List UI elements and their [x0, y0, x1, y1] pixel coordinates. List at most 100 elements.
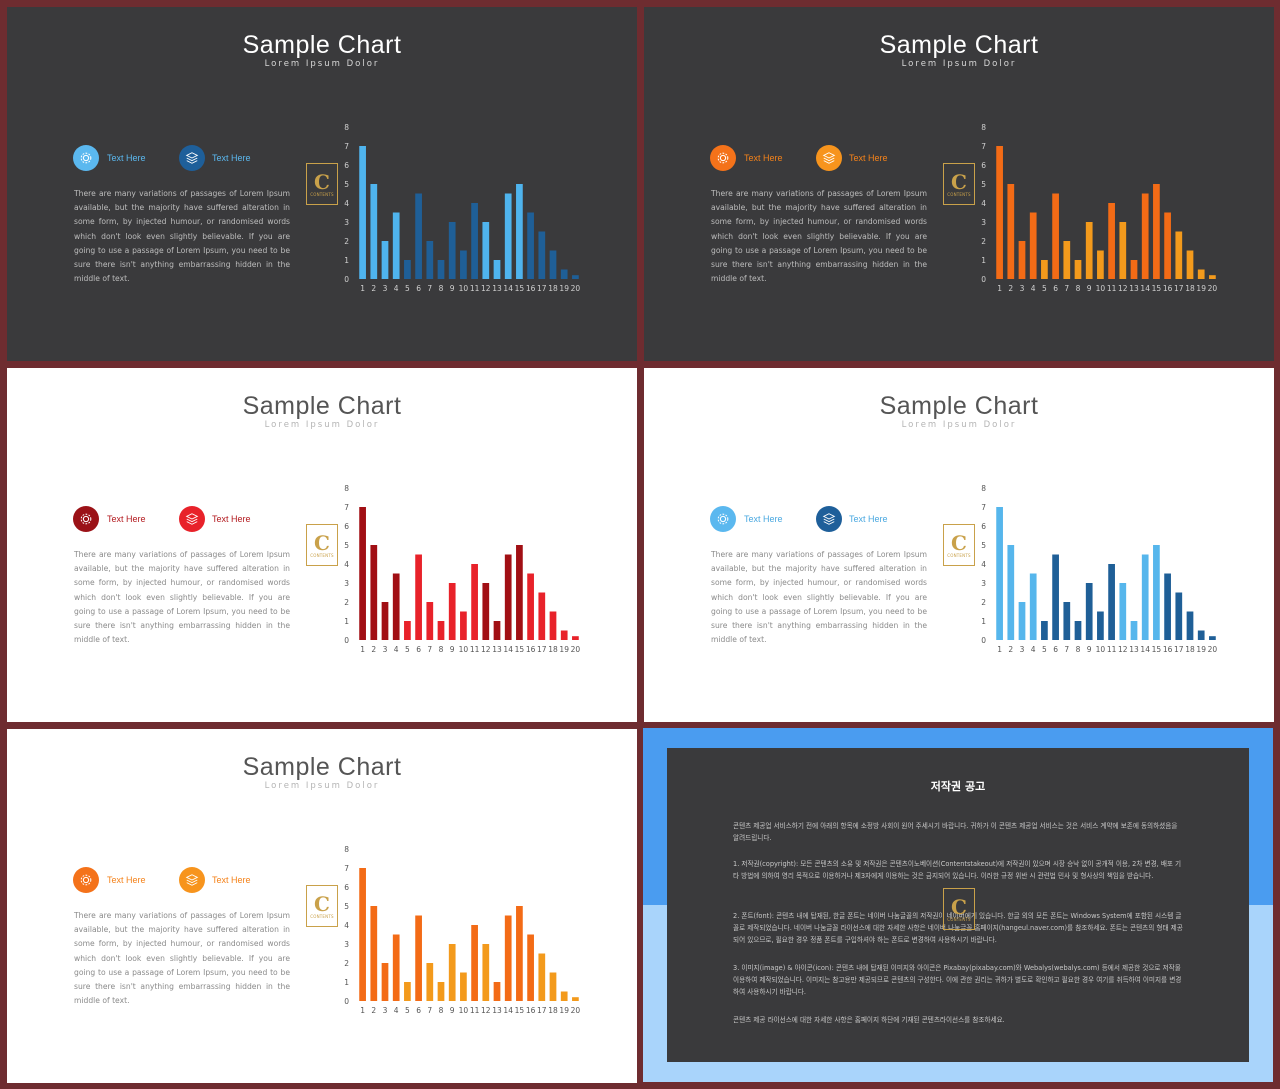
x-tick-label: 1 — [360, 645, 365, 654]
x-tick-label: 19 — [559, 1006, 569, 1015]
x-tick-label: 4 — [394, 1006, 399, 1015]
bar — [392, 573, 400, 640]
x-tick-label: 13 — [1129, 284, 1139, 293]
x-tick-label: 11 — [470, 1006, 480, 1015]
x-tick-label: 15 — [515, 645, 525, 654]
x-tick-label: 10 — [1096, 284, 1106, 293]
layers-button[interactable] — [179, 145, 205, 171]
y-tick-label: 6 — [981, 161, 986, 170]
y-tick-label: 8 — [981, 484, 986, 493]
bar — [392, 212, 400, 279]
y-tick-label: 8 — [981, 123, 986, 132]
x-tick-label: 11 — [470, 284, 480, 293]
layers-button[interactable] — [816, 506, 842, 532]
x-tick-label: 8 — [1076, 284, 1081, 293]
x-tick-label: 10 — [1096, 645, 1106, 654]
x-tick-label: 18 — [1185, 645, 1195, 654]
x-tick-label: 9 — [1087, 645, 1092, 654]
x-tick-label: 6 — [416, 645, 421, 654]
bar — [1130, 260, 1138, 279]
bar — [1085, 583, 1093, 640]
y-tick-label: 2 — [344, 237, 349, 246]
bar — [1063, 602, 1071, 640]
x-tick-label: 1 — [360, 284, 365, 293]
y-tick-label: 0 — [981, 275, 986, 284]
x-tick-label: 10 — [459, 645, 469, 654]
bar — [516, 184, 523, 279]
bar — [404, 260, 411, 279]
y-tick-label: 5 — [981, 541, 986, 550]
chart-subtitle: Lorem Ipsum Dolor — [264, 59, 380, 69]
bar — [426, 602, 434, 640]
y-tick-label: 3 — [344, 579, 349, 588]
bar — [381, 963, 389, 1001]
bar — [426, 963, 434, 1001]
layers-icon — [185, 152, 199, 164]
x-tick-label: 5 — [405, 1006, 410, 1015]
x-tick-label: 11 — [1107, 645, 1117, 654]
slide-light-blue: Sample Chart Lorem Ipsum Dolor Text Here… — [644, 368, 1274, 722]
icon-label-1: Text Here — [107, 153, 146, 163]
bar — [996, 146, 1003, 279]
y-tick-label: 2 — [981, 237, 986, 246]
x-tick-label: 2 — [1008, 645, 1013, 654]
chart-subtitle: Lorem Ipsum Dolor — [901, 420, 1017, 430]
x-tick-label: 11 — [470, 645, 480, 654]
x-tick-label: 15 — [1152, 284, 1162, 293]
bar — [1153, 184, 1160, 279]
icon-label-1: Text Here — [744, 153, 783, 163]
x-tick-label: 6 — [1053, 284, 1058, 293]
gear-button[interactable] — [73, 145, 99, 171]
y-tick-label: 4 — [981, 560, 986, 569]
layers-button[interactable] — [816, 145, 842, 171]
x-tick-label: 9 — [450, 1006, 455, 1015]
x-tick-label: 20 — [571, 645, 581, 654]
x-tick-label: 12 — [481, 1006, 491, 1015]
bar — [1063, 241, 1071, 279]
layers-button[interactable] — [179, 867, 205, 893]
notice-outro: 콘텐츠 제공 라이선스에 대한 자세한 사항은 홈페이지 하단에 기재된 콘텐츠… — [733, 1016, 1005, 1024]
gear-button[interactable] — [710, 145, 736, 171]
x-tick-label: 9 — [450, 284, 455, 293]
gear-button[interactable] — [710, 506, 736, 532]
gear-button[interactable] — [73, 867, 99, 893]
contents-logo: C CONTENTS — [943, 888, 975, 930]
bar — [415, 915, 422, 1001]
x-tick-label: 16 — [526, 284, 536, 293]
bar — [359, 507, 366, 640]
bar — [527, 934, 534, 1001]
gear-icon — [80, 513, 92, 525]
bar — [392, 934, 400, 1001]
notice-intro: 콘텐츠 제공업 서비스하기 전에 아래의 항목에 소정방 사회이 원어 주세시기… — [733, 822, 1178, 842]
x-tick-label: 17 — [537, 1006, 547, 1015]
bar — [381, 602, 389, 640]
bar — [1197, 630, 1205, 640]
x-tick-label: 20 — [1208, 284, 1218, 293]
gear-button[interactable] — [73, 506, 99, 532]
y-tick-label: 8 — [344, 123, 349, 132]
x-tick-label: 4 — [1031, 645, 1036, 654]
bar — [504, 915, 512, 1001]
y-tick-label: 4 — [344, 199, 349, 208]
x-tick-label: 9 — [1087, 284, 1092, 293]
x-tick-label: 13 — [492, 284, 502, 293]
notice-font: 2. 폰트(font): 콘텐츠 내에 탑재된, 한글 폰트는 네이버 나눔글꼴… — [733, 912, 1183, 944]
x-tick-label: 16 — [1163, 284, 1173, 293]
bar — [504, 193, 512, 279]
bar — [1209, 636, 1216, 640]
x-tick-label: 2 — [1008, 284, 1013, 293]
bar — [471, 564, 478, 640]
contents-logo: C CONTENTS — [306, 163, 338, 205]
bar — [1007, 184, 1015, 279]
x-tick-label: 4 — [394, 284, 399, 293]
bar — [415, 554, 422, 640]
y-tick-label: 0 — [981, 636, 986, 645]
bar — [1175, 592, 1183, 640]
y-tick-label: 4 — [344, 560, 349, 569]
slide-dark-orange: Sample Chart Lorem Ipsum Dolor Text Here… — [644, 7, 1274, 361]
bar — [437, 621, 445, 640]
x-tick-label: 18 — [548, 645, 558, 654]
layers-button[interactable] — [179, 506, 205, 532]
bar — [448, 583, 456, 640]
layers-icon — [822, 152, 836, 164]
